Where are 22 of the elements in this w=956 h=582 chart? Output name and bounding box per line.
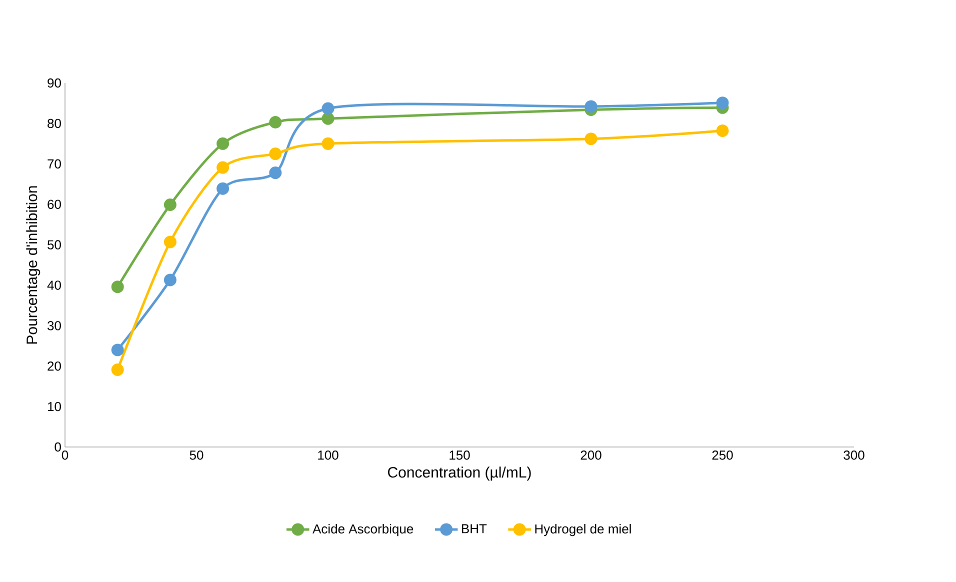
y-tick-label: 50 [48, 240, 61, 250]
y-tick-label: 70 [48, 159, 61, 168]
x-axis-title: Concentration (µl/mL) [388, 466, 531, 481]
x-tick-label: 200 [580, 450, 602, 460]
legend-label: Acide Ascorbique [312, 524, 414, 536]
x-tick-label: 0 [62, 450, 68, 460]
x-tick-label: 300 [844, 450, 864, 460]
x-tick-label: 150 [450, 450, 470, 460]
y-tick-label: 60 [48, 200, 61, 209]
y-tick-label: 20 [48, 362, 61, 371]
y-tick-label: 30 [48, 321, 61, 330]
y-tick-label: 0 [54, 442, 61, 452]
x-tick-label: 250 [712, 450, 733, 460]
x-tick-label: 50 [190, 450, 204, 460]
x-tick-label: 100 [318, 450, 338, 460]
y-tick-label: 10 [48, 402, 61, 412]
legend-label: Hydrogel de miel [535, 524, 631, 536]
y-axis-title: Pourcentage d'inhibition [26, 186, 40, 344]
y-tick-label: 40 [47, 280, 61, 290]
y-tick-label: 90 [48, 78, 61, 88]
legend-label: BHT [462, 524, 487, 534]
y-tick-label: 80 [48, 118, 61, 128]
